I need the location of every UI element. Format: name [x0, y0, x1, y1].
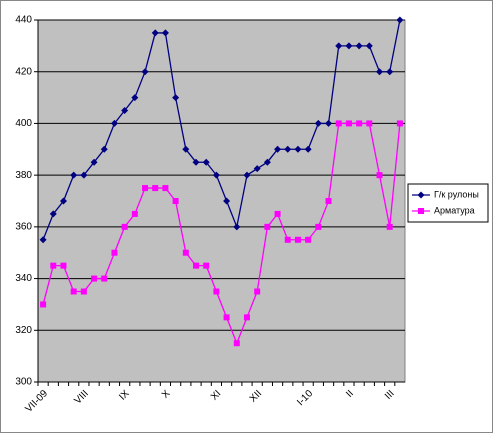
- data-point: [274, 210, 281, 217]
- data-point: [192, 158, 200, 166]
- y-tick-label: 400: [15, 118, 32, 129]
- data-point: [131, 94, 139, 102]
- data-point: [110, 119, 118, 127]
- y-tick-label: 380: [15, 170, 32, 181]
- data-point: [325, 198, 332, 204]
- legend: [407, 183, 489, 223]
- legend-marker: [417, 191, 425, 199]
- data-point: [366, 120, 373, 127]
- data-point: [315, 223, 322, 230]
- data-point: [254, 288, 261, 295]
- data-point: [345, 42, 353, 50]
- data-point: [161, 29, 169, 37]
- data-point: [70, 288, 77, 295]
- data-point: [304, 145, 312, 153]
- data-point: [274, 145, 282, 153]
- data-point: [325, 119, 333, 127]
- y-tick-label: 440: [15, 15, 32, 26]
- data-point: [223, 197, 231, 205]
- x-tick-label: II: [344, 388, 356, 400]
- data-point: [223, 314, 230, 321]
- data-point: [284, 236, 291, 243]
- data-point: [70, 171, 78, 179]
- data-point: [356, 120, 363, 127]
- data-point: [121, 223, 128, 230]
- y-tick-label: 340: [15, 273, 32, 284]
- data-point: [386, 223, 393, 230]
- plot-area: [37, 19, 406, 383]
- y-tick-label: 300: [15, 377, 32, 388]
- data-point: [182, 249, 189, 256]
- y-tick-label: 420: [15, 66, 32, 77]
- data-point: [345, 120, 352, 127]
- data-point: [101, 275, 108, 282]
- data-point: [59, 197, 67, 205]
- data-point: [243, 171, 251, 179]
- data-point: [40, 301, 47, 308]
- data-point: [213, 288, 220, 295]
- data-point: [396, 120, 403, 127]
- data-point: [162, 185, 169, 192]
- data-point: [386, 68, 394, 76]
- data-point: [314, 119, 322, 127]
- data-point: [396, 16, 404, 24]
- data-point: [90, 158, 98, 166]
- data-point: [264, 223, 271, 230]
- data-point: [121, 107, 129, 114]
- data-point: [294, 145, 302, 153]
- data-point: [151, 29, 159, 37]
- data-point: [80, 171, 88, 179]
- data-point: [305, 236, 312, 243]
- data-point: [365, 42, 373, 50]
- legend-marker: [418, 208, 424, 214]
- legend-label: Арматура: [434, 205, 475, 215]
- data-point: [376, 172, 383, 179]
- data-point: [91, 275, 98, 282]
- data-point: [49, 210, 57, 218]
- data-point: [202, 158, 210, 166]
- data-point: [172, 94, 180, 102]
- y-tick-label: 360: [15, 221, 32, 232]
- data-point: [142, 185, 149, 192]
- data-point: [284, 145, 292, 153]
- data-point: [294, 236, 301, 243]
- data-point: [100, 145, 108, 153]
- data-point: [80, 288, 87, 295]
- y-tick-label: 320: [15, 325, 32, 336]
- data-point: [335, 42, 343, 50]
- data-point: [203, 262, 210, 269]
- data-point: [193, 262, 200, 269]
- data-point: [152, 185, 159, 192]
- data-point: [50, 262, 57, 269]
- data-point: [182, 145, 190, 153]
- data-point: [212, 171, 220, 179]
- data-point: [39, 236, 47, 244]
- data-point: [172, 198, 179, 204]
- data-point: [131, 210, 138, 217]
- data-point: [355, 42, 363, 50]
- data-point: [243, 314, 250, 321]
- data-point: [253, 165, 261, 173]
- data-point: [111, 249, 118, 256]
- data-point: [335, 120, 342, 127]
- data-point: [376, 68, 384, 76]
- data-point: [141, 68, 149, 76]
- data-point: [263, 158, 271, 166]
- data-point: [233, 223, 241, 231]
- legend-label: Г/к рулоны: [434, 189, 479, 199]
- data-point: [60, 262, 67, 269]
- data-point: [233, 340, 240, 347]
